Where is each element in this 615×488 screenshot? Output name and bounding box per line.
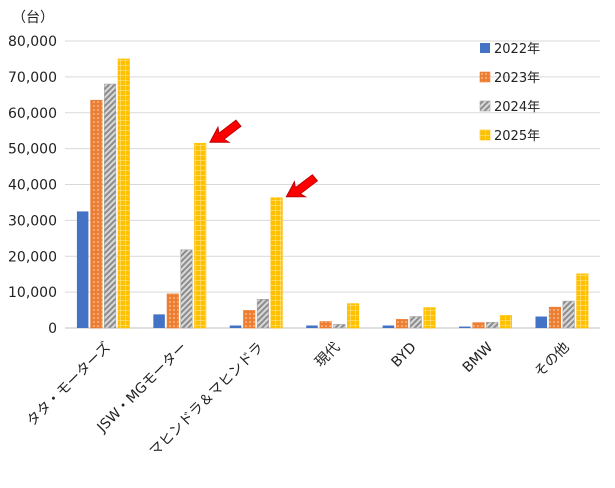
x-tick-label: BMW	[460, 339, 497, 376]
bar	[194, 142, 207, 329]
bar	[270, 197, 283, 329]
bar	[409, 316, 422, 329]
bar	[576, 273, 589, 329]
bar	[306, 325, 318, 328]
bar	[346, 303, 360, 329]
x-tick-label: その他	[532, 340, 573, 381]
bar	[396, 319, 409, 329]
legend-label: 2025年	[494, 129, 540, 144]
bar	[153, 314, 165, 328]
y-tick-label: 40,000	[8, 178, 57, 194]
gridlines	[65, 40, 600, 329]
bar	[243, 310, 256, 329]
bar	[180, 249, 193, 329]
y-unit-label: （台）	[12, 10, 54, 26]
bar	[90, 99, 103, 329]
x-tick-label: 現代	[312, 340, 343, 371]
y-tick-label: 30,000	[8, 213, 57, 229]
legend-label: 2024年	[494, 100, 540, 115]
bar	[382, 325, 395, 328]
bar	[535, 316, 547, 328]
y-tick-label: 10,000	[8, 285, 57, 301]
y-tick-label: 60,000	[8, 106, 57, 122]
bar	[548, 306, 561, 329]
x-tick-label: BYD	[389, 340, 420, 371]
annotation-arrow	[209, 119, 242, 143]
legend: 2022年 2023年 2024年 2025年	[479, 42, 540, 144]
bar	[486, 321, 499, 329]
bar	[472, 322, 485, 329]
legend-label: 2023年	[494, 71, 540, 86]
y-tick-label: 80,000	[8, 34, 57, 50]
legend-swatch	[480, 43, 490, 53]
bar	[333, 324, 346, 329]
bar	[562, 300, 575, 329]
bar	[319, 321, 332, 329]
bar	[499, 315, 512, 329]
legend-swatch	[479, 129, 491, 141]
legend-swatch	[479, 100, 491, 112]
annotation-arrow	[285, 174, 319, 198]
bar	[229, 325, 242, 328]
y-tick-label: 20,000	[8, 249, 57, 265]
y-tick-label: 70,000	[8, 70, 57, 86]
bar	[104, 83, 117, 329]
y-tick-label: 50,000	[8, 142, 57, 158]
annotations	[209, 119, 319, 198]
bar	[117, 58, 130, 329]
legend-label: 2022年	[494, 42, 540, 57]
bar	[459, 326, 471, 328]
bars	[76, 58, 589, 329]
bar	[76, 211, 89, 328]
bar	[256, 298, 269, 329]
y-axis: 0 10,000 20,000 30,000 40,000 50,000 60,000 70,…	[8, 34, 57, 337]
legend-swatch	[479, 71, 491, 83]
y-tick-label: 0	[48, 321, 57, 337]
bar	[166, 293, 179, 329]
bar	[423, 307, 436, 329]
x-tick-label: タタ・モーターズ	[24, 340, 114, 430]
